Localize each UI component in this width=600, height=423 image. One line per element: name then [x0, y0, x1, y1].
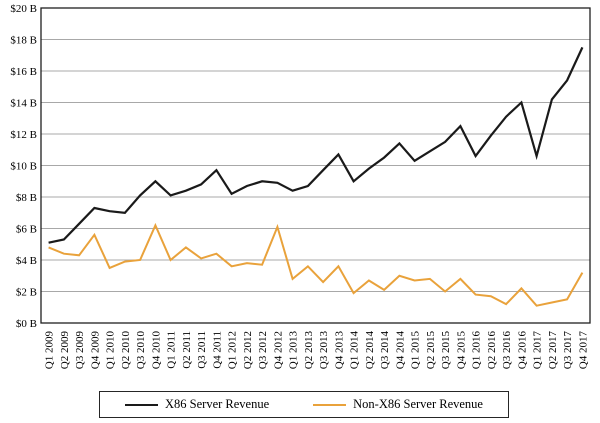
x-axis-tick-label: Q1 2015 — [410, 331, 422, 370]
x-axis-tick-label: Q1 2013 — [288, 331, 300, 370]
legend-item-non-x86: Non-X86 Server Revenue — [313, 397, 483, 412]
non-x86-line-swatch-icon — [313, 403, 347, 406]
y-axis-tick-label: $16 B — [10, 66, 37, 78]
y-axis-tick-label: $4 B — [16, 255, 37, 267]
x-axis-tick-label: Q2 2011 — [181, 331, 193, 369]
y-axis-tick-label: $6 B — [16, 224, 37, 236]
x-axis-tick-label: Q4 2009 — [89, 331, 101, 370]
x-axis-tick-label: Q4 2014 — [394, 331, 406, 370]
x-axis-tick-label: Q3 2017 — [562, 331, 574, 370]
x-axis-tick-label: Q2 2017 — [547, 331, 559, 370]
y-axis-tick-label: $14 B — [10, 98, 37, 110]
legend-label-non-x86: Non-X86 Server Revenue — [353, 397, 483, 411]
x-axis-tick-label: Q1 2014 — [349, 331, 361, 370]
x-axis-tick-label: Q4 2017 — [577, 331, 589, 370]
legend-label-x86: X86 Server Revenue — [165, 397, 270, 411]
x-axis-tick-label: Q3 2013 — [318, 331, 330, 370]
x-axis-tick-label: Q2 2014 — [364, 331, 376, 370]
y-axis-tick-label: $0 B — [16, 318, 37, 330]
x-axis-tick-label: Q1 2009 — [44, 331, 56, 370]
x-axis-tick-label: Q4 2011 — [211, 331, 223, 369]
x-axis-tick-label: Q3 2016 — [501, 331, 513, 370]
x-axis-tick-label: Q1 2017 — [532, 331, 544, 370]
y-axis-tick-label: $2 B — [16, 287, 37, 299]
legend-item-x86: X86 Server Revenue — [125, 397, 269, 412]
x-axis-tick-label: Q1 2012 — [227, 331, 239, 369]
x-axis-tick-label: Q4 2013 — [333, 331, 345, 370]
x-axis-tick-label: Q3 2012 — [257, 331, 269, 369]
x-axis-tick-label: Q2 2015 — [425, 331, 437, 370]
y-axis-tick-label: $12 B — [10, 129, 37, 141]
x-axis-tick-label: Q3 2014 — [379, 331, 391, 370]
x-axis-tick-label: Q2 2016 — [486, 331, 498, 370]
x-axis-tick-label: Q3 2015 — [440, 331, 452, 370]
x-axis-tick-label: Q2 2013 — [303, 331, 315, 370]
chart-legend: X86 Server Revenue Non-X86 Server Revenu… — [99, 391, 509, 418]
plot-border — [40, 7, 591, 324]
x-axis-tick-label: Q4 2016 — [516, 331, 528, 370]
y-axis-tick-label: $10 B — [10, 161, 37, 173]
x-axis-tick-label: Q2 2012 — [242, 331, 254, 369]
x-axis-tick-label: Q3 2009 — [74, 331, 86, 370]
x86-line-swatch-icon — [125, 403, 159, 406]
x-axis-tick-label: Q3 2010 — [135, 331, 147, 370]
y-axis-tick-label: $20 B — [10, 3, 37, 15]
x-axis-tick-label: Q3 2011 — [196, 331, 208, 369]
y-axis-tick-label: $18 B — [10, 35, 37, 47]
x-axis-tick-label: Q4 2015 — [455, 331, 467, 370]
x-axis-tick-label: Q4 2012 — [272, 331, 284, 369]
y-axis-tick-label: $8 B — [16, 192, 37, 204]
x-axis-tick-label: Q2 2010 — [120, 331, 132, 370]
series-line-x86 — [48, 46, 584, 244]
x-axis-tick-label: Q1 2010 — [105, 331, 117, 370]
x-axis-tick-label: Q1 2016 — [471, 331, 483, 370]
x-axis-tick-label: Q2 2009 — [59, 331, 71, 370]
x-axis-tick-label: Q4 2010 — [150, 331, 162, 370]
x-axis-tick-label: Q1 2011 — [166, 331, 178, 369]
series-line-non-x86 — [48, 222, 584, 307]
